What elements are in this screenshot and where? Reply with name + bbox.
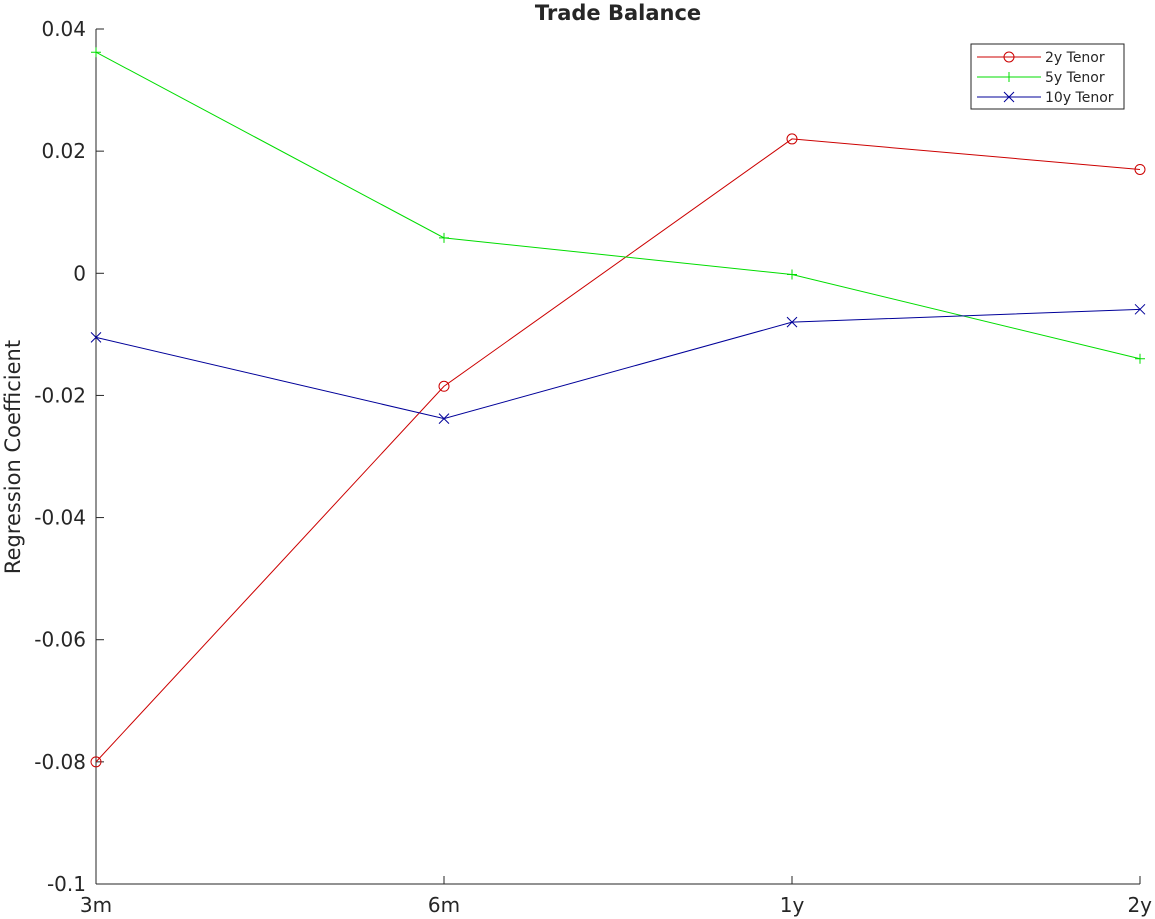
chart-title: Trade Balance	[535, 1, 701, 25]
y-tick-label: -0.1	[47, 872, 86, 896]
data-point	[1004, 72, 1014, 82]
series-10y-tenor	[90, 303, 1146, 424]
series-line	[95, 308, 1141, 420]
legend-item: 5y Tenor	[977, 70, 1105, 86]
y-tick-label: 0	[73, 261, 86, 285]
y-tick-label: -0.04	[34, 506, 86, 530]
series-5y-tenor	[91, 47, 1145, 364]
x-tick-label: 6m	[428, 893, 460, 917]
legend-label: 5y Tenor	[1045, 70, 1105, 86]
legend-item: 2y Tenor	[977, 50, 1105, 66]
data-point	[1134, 163, 1146, 175]
legend: 2y Tenor 5y Tenor 10y Tenor	[970, 43, 1125, 110]
data-point	[787, 269, 797, 280]
y-tick-label: -0.08	[34, 750, 86, 774]
x-tick-label: 3m	[80, 893, 112, 917]
data-point	[1134, 303, 1146, 315]
x-tick-label: 2y	[1127, 893, 1152, 917]
legend-label: 10y Tenor	[1045, 90, 1114, 106]
y-tick-label: 0.02	[41, 139, 86, 163]
data-point	[90, 756, 102, 768]
data-point	[438, 380, 450, 392]
data-point	[439, 232, 449, 243]
series-2y-tenor	[90, 133, 1146, 768]
y-tick-label: -0.06	[34, 628, 86, 652]
legend-item: 10y Tenor	[977, 90, 1114, 106]
series-line	[95, 138, 1141, 763]
y-tick-label: -0.02	[34, 383, 86, 407]
data-point	[90, 332, 102, 343]
data-point	[1003, 51, 1015, 63]
x-tick-label: 1y	[780, 893, 805, 917]
data-point	[786, 133, 798, 145]
data-point	[91, 47, 101, 58]
axes: -0.1 -0.08 -0.06 -0.04 -0.02 0 0.02 0.04 3m 6m 1y 2…	[34, 17, 1152, 917]
series-line	[95, 51, 1141, 360]
data-point	[1135, 353, 1145, 364]
y-tick-label: 0.04	[41, 17, 86, 41]
legend-label: 2y Tenor	[1045, 50, 1105, 66]
data-point	[438, 413, 450, 424]
data-point	[786, 316, 798, 328]
series-layer	[90, 47, 1146, 768]
y-axis-label: Regression Coefficient	[1, 340, 25, 574]
data-point	[1003, 91, 1015, 103]
